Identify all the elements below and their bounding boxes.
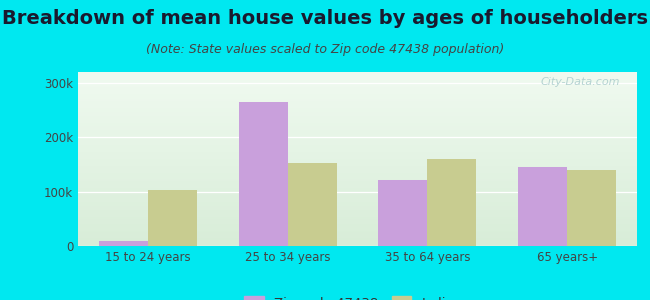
Bar: [287, 163, 337, 246]
Bar: [239, 102, 287, 246]
Bar: [518, 167, 567, 246]
Bar: [99, 241, 148, 246]
Text: City-Data.com: City-Data.com: [541, 77, 620, 87]
Text: (Note: State values scaled to Zip code 47438 population): (Note: State values scaled to Zip code 4…: [146, 44, 504, 56]
Bar: [148, 190, 197, 246]
Bar: [427, 159, 476, 246]
Bar: [567, 170, 616, 246]
Text: Breakdown of mean house values by ages of householders: Breakdown of mean house values by ages o…: [2, 9, 648, 28]
Bar: [378, 180, 428, 246]
Legend: Zip code 47438, Indiana: Zip code 47438, Indiana: [239, 291, 476, 300]
